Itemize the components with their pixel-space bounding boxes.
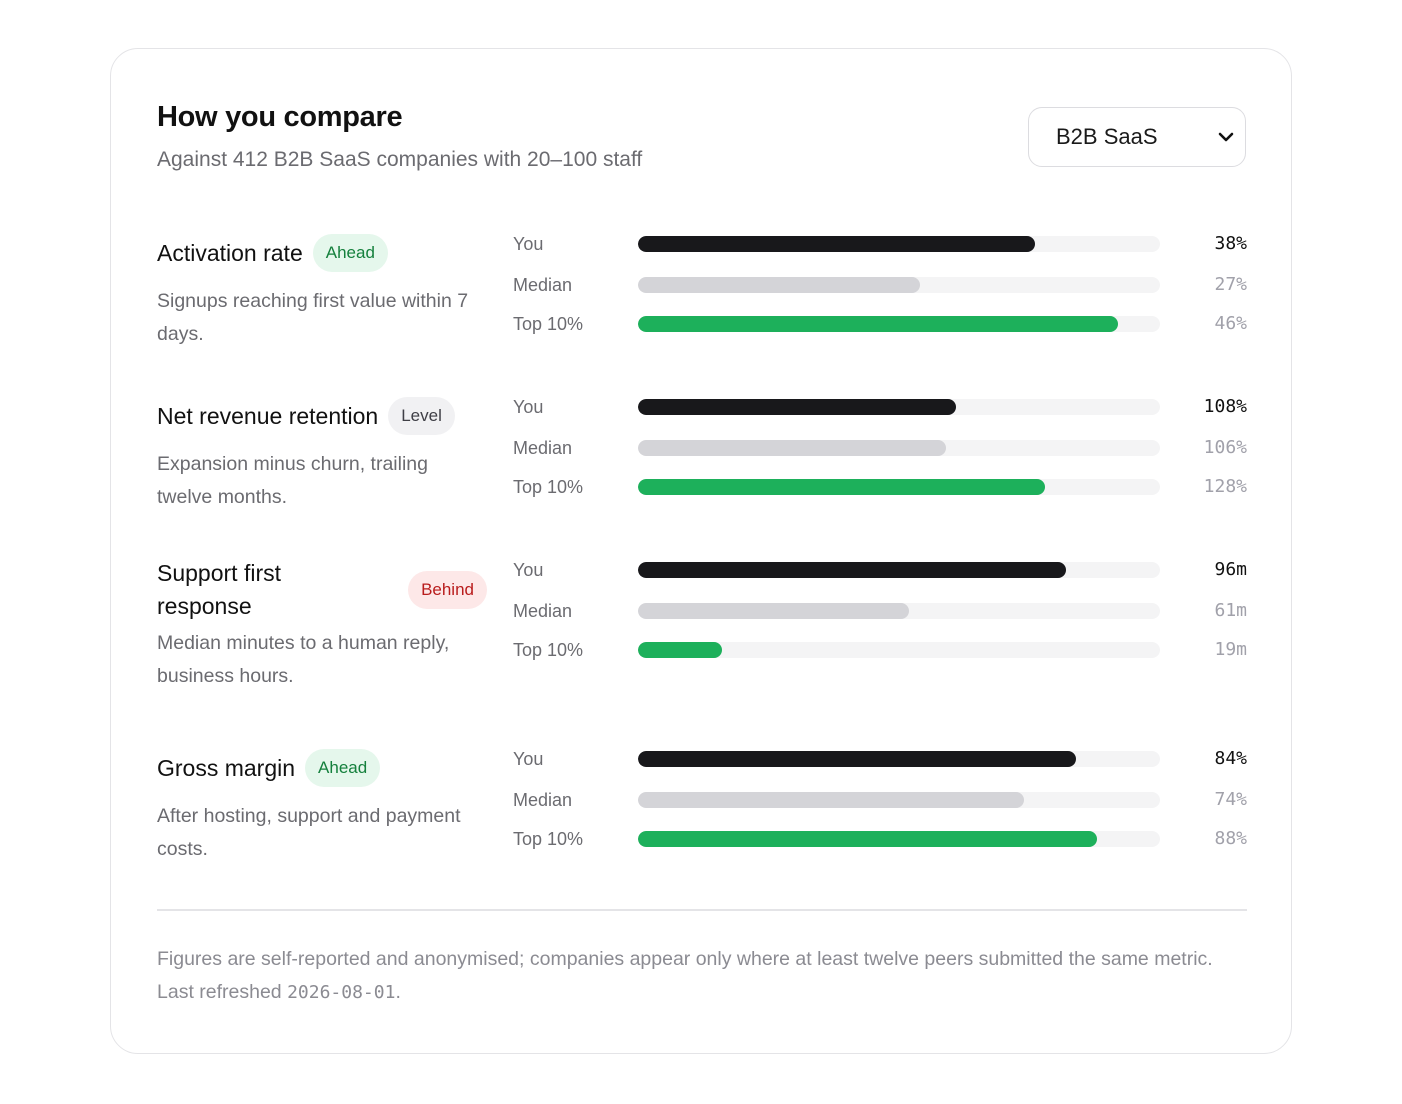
status-badge: Ahead bbox=[312, 234, 388, 272]
bar-row-top: Top 10% 19m bbox=[513, 638, 1247, 662]
metric-name: Gross margin bbox=[157, 754, 296, 781]
row-label: You bbox=[513, 234, 544, 254]
comparison-card: How you compare Against 412 B2B SaaS com… bbox=[110, 48, 1292, 1054]
row-label: Top 10% bbox=[513, 829, 584, 849]
card-header: How you compare Against 412 B2B SaaS com… bbox=[157, 101, 642, 172]
bar-track bbox=[638, 751, 1160, 767]
bar-row-you: You 96m bbox=[513, 558, 1247, 582]
value-median: 106% bbox=[1203, 437, 1247, 458]
row-label: You bbox=[513, 397, 544, 417]
footer-note: Figures are self-reported and anonymised… bbox=[157, 943, 1247, 1009]
bar-row-you: You 38% bbox=[513, 232, 1247, 256]
footer-divider bbox=[157, 909, 1247, 911]
metric-description: Signups reaching first value within 7 da… bbox=[157, 290, 469, 345]
value-median: 27% bbox=[1214, 274, 1247, 295]
bar-row-top: Top 10% 46% bbox=[513, 312, 1247, 336]
value-top: 128% bbox=[1203, 476, 1247, 497]
status-badge: Behind bbox=[408, 571, 487, 609]
bar-row-you: You 84% bbox=[513, 747, 1247, 771]
bar-row-you: You 108% bbox=[513, 395, 1247, 419]
value-you: 84% bbox=[1214, 748, 1247, 769]
footer-text: Figures are self-reported and anonymised… bbox=[157, 948, 1213, 1003]
metric-name: Net revenue retention bbox=[157, 402, 379, 429]
chevron-down-icon bbox=[1218, 132, 1234, 142]
bar-fill-median bbox=[638, 277, 920, 293]
row-label: Top 10% bbox=[513, 477, 584, 497]
metric-name: Activation rate bbox=[157, 239, 303, 266]
last-refreshed-date: 2026-08-01 bbox=[287, 982, 396, 1003]
segment-select[interactable]: B2B SaaS bbox=[1028, 107, 1246, 167]
page-subtitle: Against 412 B2B SaaS companies with 20–1… bbox=[157, 148, 643, 171]
status-badge: Ahead bbox=[305, 749, 381, 787]
bar-track bbox=[638, 792, 1160, 808]
bar-fill-you bbox=[638, 751, 1077, 767]
bar-fill-you bbox=[638, 562, 1067, 578]
metric-description: Expansion minus churn, trailing twelve m… bbox=[157, 453, 428, 508]
bar-row-top: Top 10% 88% bbox=[513, 827, 1247, 851]
value-top: 88% bbox=[1214, 828, 1247, 849]
metric-description: After hosting, support and payment costs… bbox=[157, 805, 461, 860]
value-top: 46% bbox=[1214, 313, 1247, 334]
bar-track bbox=[638, 831, 1160, 847]
bar-row-median: Median 61m bbox=[513, 599, 1247, 623]
bar-fill-median bbox=[638, 440, 946, 456]
bar-track bbox=[638, 277, 1160, 293]
row-label: Median bbox=[513, 601, 573, 621]
value-top: 19m bbox=[1214, 639, 1247, 660]
bar-track bbox=[638, 399, 1160, 415]
bar-row-median: Median 74% bbox=[513, 788, 1247, 812]
bar-fill-top bbox=[638, 479, 1046, 495]
bar-track bbox=[638, 642, 1160, 658]
bar-track bbox=[638, 603, 1160, 619]
row-label: Top 10% bbox=[513, 314, 584, 334]
bar-track bbox=[638, 316, 1160, 332]
bar-fill-median bbox=[638, 603, 910, 619]
row-label: Median bbox=[513, 275, 573, 295]
row-label: Top 10% bbox=[513, 640, 584, 660]
metric-description: Median minutes to a human reply, busines… bbox=[157, 632, 450, 687]
bar-track bbox=[638, 562, 1160, 578]
bar-row-median: Median 27% bbox=[513, 273, 1247, 297]
bar-fill-median bbox=[638, 792, 1025, 808]
bar-track bbox=[638, 440, 1160, 456]
value-you: 108% bbox=[1203, 396, 1247, 417]
bar-fill-top bbox=[638, 831, 1098, 847]
bar-fill-top bbox=[638, 642, 722, 658]
bar-track bbox=[638, 479, 1160, 495]
bar-fill-top bbox=[638, 316, 1119, 332]
footer-end: . bbox=[395, 981, 401, 1003]
row-label: You bbox=[513, 560, 544, 580]
value-median: 61m bbox=[1214, 600, 1247, 621]
value-you: 38% bbox=[1214, 233, 1247, 254]
bar-fill-you bbox=[638, 236, 1035, 252]
bar-row-median: Median 106% bbox=[513, 436, 1247, 460]
page-title: How you compare bbox=[157, 101, 403, 133]
bar-track bbox=[638, 236, 1160, 252]
row-label: Median bbox=[513, 438, 573, 458]
bar-row-top: Top 10% 128% bbox=[513, 475, 1247, 499]
row-label: Median bbox=[513, 790, 573, 810]
value-median: 74% bbox=[1214, 789, 1247, 810]
metric-name: Support first response bbox=[157, 560, 281, 619]
row-label: You bbox=[513, 749, 544, 769]
bar-fill-you bbox=[638, 399, 957, 415]
status-badge: Level bbox=[388, 397, 455, 435]
value-you: 96m bbox=[1214, 559, 1247, 580]
segment-select-value: B2B SaaS bbox=[1056, 124, 1158, 149]
